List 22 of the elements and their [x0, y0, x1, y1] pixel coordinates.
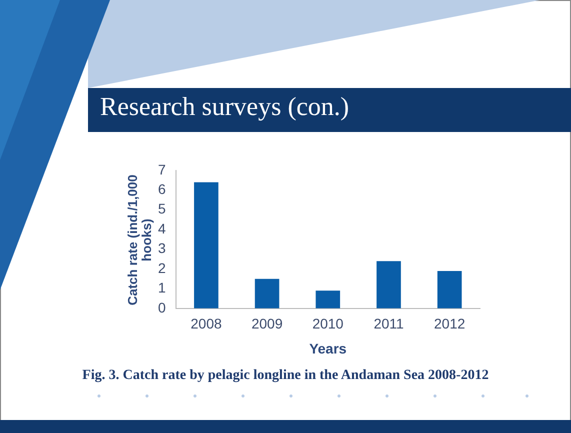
- x-tick-label: 2012: [434, 316, 466, 332]
- x-tick-label: 2009: [251, 316, 283, 332]
- bar: [437, 270, 462, 308]
- chart-title: Research surveys (con.): [100, 92, 350, 122]
- y-tick-label: 5: [158, 200, 166, 217]
- bar: [316, 290, 340, 308]
- x-tick-label: 2008: [190, 316, 222, 332]
- y-tick-label: 6: [158, 180, 166, 197]
- y-tick-label: 0: [158, 299, 166, 316]
- y-tick-label: 2: [158, 260, 166, 276]
- y-tick-label: 7: [158, 161, 166, 178]
- bar: [194, 182, 218, 308]
- x-tick-label: 2011: [374, 316, 404, 332]
- y-axis-title: Catch rate (ind./1,000 hooks): [125, 174, 154, 308]
- y-tick-label: 3: [158, 240, 166, 256]
- x-tick-label: 2010: [312, 316, 344, 332]
- bar: [254, 278, 280, 308]
- x-axis-title: Years: [309, 340, 347, 356]
- y-tick-label: 1: [158, 280, 166, 296]
- bar: [376, 261, 401, 308]
- caption: Fig. 3. Catch rate by pelagic longline in the Andaman Sea 2008-2012: [81, 368, 490, 384]
- y-tick-label: 4: [158, 220, 166, 236]
